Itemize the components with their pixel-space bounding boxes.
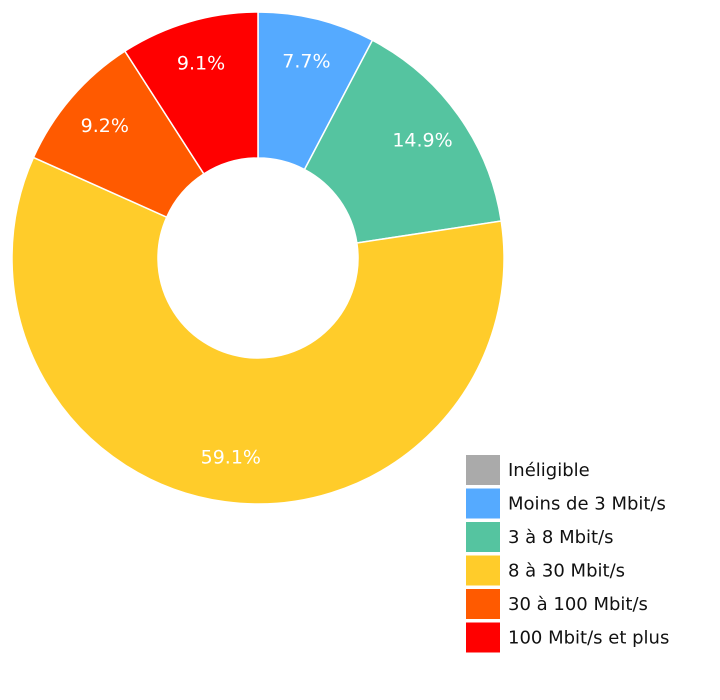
legend-label: Moins de 3 Mbit/s: [508, 494, 666, 515]
legend-swatch: [466, 522, 500, 552]
slice: [303, 39, 503, 244]
value-label: 9.2%: [81, 115, 129, 137]
value-label: 59.1%: [201, 447, 261, 469]
value-label: 7.7%: [282, 50, 330, 72]
value-label: 14.9%: [392, 129, 452, 151]
legend-swatch: [466, 488, 500, 519]
legend-swatch: [466, 622, 500, 653]
legend-label: 100 Mbit/s et plus: [508, 628, 669, 649]
legend-label: 30 à 100 Mbit/s: [508, 594, 648, 615]
legend-label: Inéligible: [508, 460, 590, 481]
slice: [11, 156, 505, 505]
legend-swatch: [466, 589, 500, 619]
legend-swatch: [466, 455, 500, 485]
legend-swatch: [466, 555, 500, 586]
legend-label: 3 à 8 Mbit/s: [508, 527, 614, 548]
value-label: 9.1%: [177, 53, 225, 75]
slice: [123, 11, 259, 175]
legend-label: 8 à 30 Mbit/s: [508, 561, 625, 582]
